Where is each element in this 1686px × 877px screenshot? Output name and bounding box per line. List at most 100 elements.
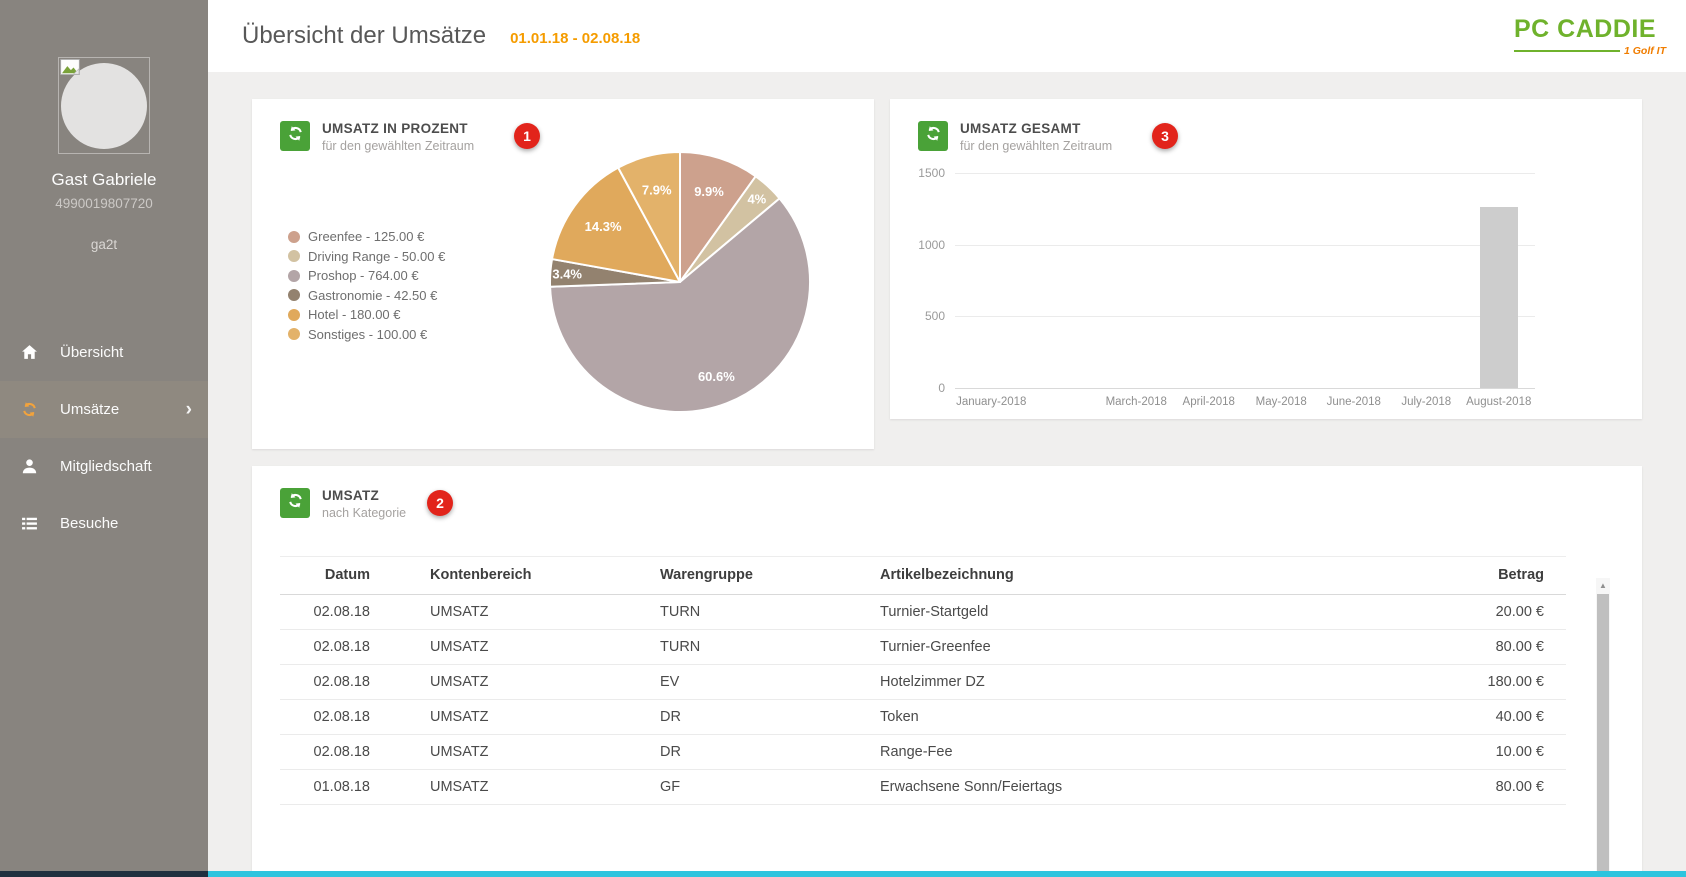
bar-card-subtitle: für den gewählten Zeitraum	[960, 139, 1113, 153]
table-card-title: UMSATZ	[322, 488, 380, 503]
column-header-datum: Datum	[280, 556, 370, 595]
legend-label: Hotel - 180.00 €	[308, 307, 401, 323]
page-title: Übersicht der Umsätze	[242, 22, 487, 49]
table-cell: 40.00 €	[1300, 699, 1566, 735]
y-axis-tick: 500	[924, 309, 945, 324]
step-badge-2: 2	[427, 490, 453, 516]
legend-item-proshop[interactable]: Proshop - 764.00 €	[288, 266, 445, 286]
x-axis-tick: April-2018	[1182, 396, 1235, 408]
top-cards-row: UMSATZ IN PROZENT für den gewählten Zeit…	[252, 99, 1642, 449]
broken-image-icon	[60, 59, 80, 75]
pie-percent-label: 60.6%	[698, 369, 735, 384]
sidebar-item-label: Besuche	[60, 515, 119, 532]
card-umsatz-gesamt: UMSATZ GESAMT für den gewählten Zeitraum…	[890, 99, 1642, 419]
table-cell: 180.00 €	[1300, 664, 1566, 700]
legend-label: Driving Range - 50.00 €	[308, 248, 446, 264]
pie-slice-proshop	[549, 197, 811, 413]
bottom-strip-dark	[0, 871, 208, 877]
x-axis-tick: July-2018	[1401, 396, 1452, 408]
y-axis-tick: 1000	[918, 237, 945, 252]
user-code: ga2t	[90, 237, 118, 252]
legend-item-greenfee[interactable]: Greenfee - 125.00 €	[288, 227, 445, 247]
table-cell: 02.08.18	[280, 699, 370, 735]
refresh-button[interactable]	[280, 488, 310, 518]
table-scrollbar[interactable]: ▲	[1596, 578, 1610, 877]
x-axis-tick: March-2018	[1105, 396, 1167, 408]
table-cell: EV	[600, 664, 820, 700]
refresh-icon	[925, 125, 942, 147]
table-cell: Hotelzimmer DZ	[820, 664, 1300, 700]
table-cell: Token	[820, 699, 1300, 735]
legend-item-sonstiges[interactable]: Sonstiges - 100.00 €	[288, 325, 445, 345]
legend-dot	[288, 308, 300, 321]
sidebar-item-umsatze[interactable]: Umsätze ›	[0, 381, 208, 438]
sidebar-item-mitgliedschaft[interactable]: Mitgliedschaft	[0, 438, 208, 495]
pie-slice-hotel	[551, 166, 681, 283]
refresh-button[interactable]	[280, 121, 310, 151]
legend-item-hotel[interactable]: Hotel - 180.00 €	[288, 305, 445, 325]
column-header-warengruppe: Warengruppe	[600, 556, 820, 595]
legend-dot	[288, 269, 300, 282]
logo-text: PC CADDIE	[1514, 15, 1657, 43]
scrollbar-thumb[interactable]	[1597, 594, 1609, 877]
table-card-header: UMSATZ nach Kategorie	[252, 466, 1642, 520]
legend-item-driving-range[interactable]: Driving Range - 50.00 €	[288, 247, 445, 267]
content-area: UMSATZ IN PROZENT für den gewählten Zeit…	[208, 72, 1686, 877]
bottom-strip-cyan	[208, 871, 1686, 877]
gridline	[955, 173, 1535, 174]
sidebar-item-ubersicht[interactable]: Übersicht	[0, 324, 208, 381]
table-cell: 02.08.18	[280, 734, 370, 770]
table-cell: DR	[600, 699, 820, 735]
logo-rule	[1514, 50, 1620, 52]
legend-label: Sonstiges - 100.00 €	[308, 326, 428, 342]
bottom-strip	[0, 871, 1686, 877]
bar-card-title: UMSATZ GESAMT	[960, 121, 1081, 136]
table-cell: TURN	[600, 629, 820, 665]
bar-card-header: UMSATZ GESAMT für den gewählten Zeitraum	[890, 99, 1642, 153]
bar-august-2018	[1479, 207, 1518, 388]
sidebar-item-besuche[interactable]: Besuche	[0, 495, 208, 552]
date-range: 01.01.18 - 02.08.18	[510, 29, 641, 47]
table-cell: Erwachsene Sonn/Feiertags	[820, 769, 1300, 805]
pie-percent-label: 14.3%	[585, 219, 622, 234]
column-header-artikelbezeichnung: Artikelbezeichnung	[820, 556, 1300, 595]
table-cell: 80.00 €	[1300, 769, 1566, 805]
refresh-icon	[287, 492, 304, 514]
legend-label: Greenfee - 125.00 €	[308, 229, 425, 245]
table-cell: Turnier-Startgeld	[820, 594, 1300, 630]
legend-dot	[288, 289, 300, 302]
scroll-up-icon[interactable]: ▲	[1599, 580, 1607, 590]
table-cell: 10.00 €	[1300, 734, 1566, 770]
column-header-betrag: Betrag	[1300, 556, 1566, 595]
sidebar-item-label: Übersicht	[60, 344, 124, 361]
revenue-table: Datum Kontenbereich Warengruppe Artikelbeze…	[280, 556, 1566, 805]
x-axis-tick: January-2018	[956, 396, 1027, 408]
pie-legend: Greenfee - 125.00 € Driving Range - 50.00…	[288, 227, 445, 344]
user-id: 4990019807720	[55, 196, 153, 211]
y-axis-tick: 0	[938, 381, 945, 395]
legend-dot	[288, 328, 300, 341]
logo-subline: 1 Golf IT	[1514, 45, 1666, 57]
x-axis-tick: May-2018	[1255, 396, 1307, 408]
x-axis-tick: June-2018	[1326, 396, 1381, 408]
pie-percent-label: 7.9%	[642, 183, 672, 198]
legend-item-gastronomie[interactable]: Gastronomie - 42.50 €	[288, 286, 445, 306]
table-cell: 02.08.18	[280, 629, 370, 665]
legend-label: Proshop - 764.00 €	[308, 268, 419, 284]
table-card-subtitle: nach Kategorie	[322, 506, 407, 520]
pie-slice-greenfee	[679, 151, 757, 283]
step-badge-3: 3	[1152, 123, 1178, 149]
table-cell: UMSATZ	[370, 594, 600, 630]
table-row: 02.08.18 UMSATZ DR Range-Fee 10.00 €	[280, 734, 1566, 770]
table-cell: UMSATZ	[370, 734, 600, 770]
card-umsatz-nach-kategorie: UMSATZ nach Kategorie 2 Datum Kontenberei…	[252, 466, 1642, 877]
table-cell: TURN	[600, 594, 820, 630]
refresh-button[interactable]	[918, 121, 948, 151]
table-row: 02.08.18 UMSATZ TURN Turnier-Startgeld 20.00…	[280, 594, 1566, 630]
table-row: 02.08.18 UMSATZ DR Token 40.00 €	[280, 699, 1566, 735]
table-cell: UMSATZ	[370, 664, 600, 700]
table-cell: 02.08.18	[280, 664, 370, 700]
pie-percent-label: 4%	[747, 192, 766, 207]
sidebar-item-label: Umsätze	[60, 401, 120, 418]
